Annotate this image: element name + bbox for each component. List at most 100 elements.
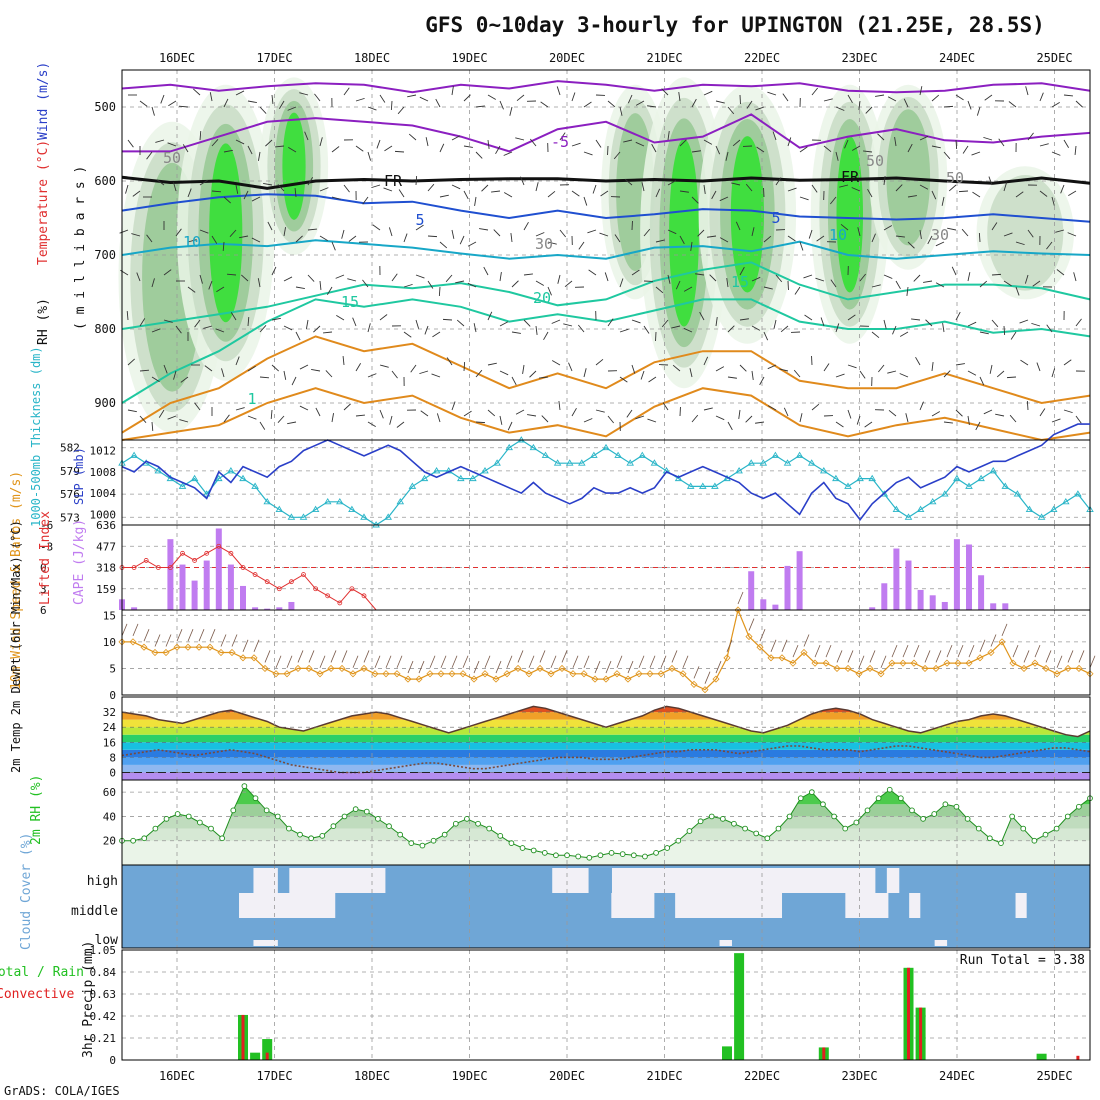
thickness-point xyxy=(928,497,937,505)
pressure-tick-label: 800 xyxy=(94,322,116,336)
wind-barb xyxy=(1051,418,1061,423)
thickness-point xyxy=(1049,505,1058,512)
wind-barb xyxy=(278,100,285,109)
rh-point xyxy=(163,816,170,822)
top-date-label: 20DEC xyxy=(549,51,585,65)
rh-point xyxy=(820,801,826,808)
surface-wind-barb xyxy=(198,629,205,642)
wind-barb xyxy=(998,138,1005,147)
wind-barb xyxy=(425,137,429,147)
wind-barb xyxy=(424,325,429,335)
wind-barb xyxy=(751,325,761,331)
wind-speed-point xyxy=(1053,670,1061,678)
wind-barb xyxy=(119,229,129,234)
li-point xyxy=(240,565,246,570)
wind-barb xyxy=(319,187,329,192)
cape-bar xyxy=(784,565,791,610)
cloud-cell xyxy=(760,893,772,918)
wind-barb xyxy=(894,137,897,147)
rh-point xyxy=(297,831,303,838)
wind-speed-point xyxy=(690,680,698,688)
wind-barb xyxy=(587,229,597,234)
rh-point xyxy=(1053,825,1060,832)
wind-barb xyxy=(847,409,852,419)
wind-barb xyxy=(631,364,636,374)
wind-barb xyxy=(772,131,777,141)
wind-barb xyxy=(168,100,177,107)
wind-barb xyxy=(451,184,461,190)
contour-label: 15 xyxy=(341,293,359,311)
wind-barb xyxy=(767,364,777,370)
li-point xyxy=(337,600,343,606)
surface-wind-barb xyxy=(308,650,315,663)
cloud-cell xyxy=(803,868,816,893)
wind-barb xyxy=(499,415,503,425)
wind-speed-point xyxy=(833,664,841,673)
wind-speed-point xyxy=(393,670,401,678)
wind-barb xyxy=(823,98,833,102)
surface-wind-barb xyxy=(704,671,711,684)
wind-barb xyxy=(745,415,753,423)
precip-tick-label: 0.84 xyxy=(90,966,117,979)
wind-speed-point xyxy=(756,643,764,651)
wind-barb xyxy=(511,376,517,386)
wind-speed-point xyxy=(426,670,434,678)
wind-barb xyxy=(432,331,441,338)
wind-barb xyxy=(355,145,364,152)
wind-barb xyxy=(703,184,706,194)
wind-barb xyxy=(362,196,369,205)
wind-barb xyxy=(221,368,225,378)
wind-barb xyxy=(199,130,202,141)
wind-barb xyxy=(271,364,279,372)
contour-label: 30 xyxy=(535,235,553,253)
wind-speed-point xyxy=(921,664,929,673)
temp-tick-label: 8 xyxy=(109,751,116,764)
wind-barb xyxy=(203,325,213,329)
cloud-cell xyxy=(611,868,625,893)
wind-barb xyxy=(583,196,588,206)
thickness-point xyxy=(747,459,755,466)
wind-barb xyxy=(823,145,832,153)
top-date-labels: 16DEC 17DEC 18DEC 19DEC 20DEC 21DEC 22DEC 23DEC… xyxy=(159,51,1073,65)
wind-barb xyxy=(571,92,576,102)
li-tick-label: 3 xyxy=(40,583,47,596)
wind-speed-point xyxy=(470,675,478,683)
wind-barb xyxy=(132,190,141,197)
contour-label: -5 xyxy=(551,133,569,151)
wind-barb xyxy=(379,409,384,419)
contour-label: 20 xyxy=(533,289,551,307)
wind-barb xyxy=(955,363,965,366)
isotherm-line xyxy=(122,113,1091,153)
wind-speed-point xyxy=(679,670,687,678)
wind-barb xyxy=(540,101,549,108)
cape-bar xyxy=(252,607,259,610)
wind-barb xyxy=(463,94,471,102)
surface-wind-barb xyxy=(495,660,502,674)
wind-barb xyxy=(251,237,261,243)
surface-wind-barb xyxy=(264,650,271,663)
wind-barb xyxy=(903,98,909,108)
wind-barb xyxy=(1015,191,1024,198)
wind-barb xyxy=(160,94,165,104)
thickness-line xyxy=(121,439,1091,526)
wind-barb xyxy=(667,274,671,284)
surface-wind-barb xyxy=(638,655,645,668)
thickness-point xyxy=(1013,490,1022,497)
thickness-point xyxy=(638,451,647,458)
thickness-point xyxy=(408,482,417,489)
contour-label: 5 xyxy=(415,211,424,229)
wind-barb xyxy=(793,369,801,378)
wind-speed-point xyxy=(206,643,214,651)
thickness-point xyxy=(807,459,816,466)
surface-wind-barb xyxy=(858,655,865,668)
wind-barb xyxy=(179,419,189,423)
thickness-point xyxy=(1037,513,1046,520)
cloud-cell xyxy=(249,893,261,918)
rh-point xyxy=(742,825,748,832)
wind-barb xyxy=(835,151,839,161)
wind-speed-point xyxy=(382,670,390,678)
cloud-cell xyxy=(839,868,852,893)
wind-barb xyxy=(683,327,693,333)
wind-barb xyxy=(943,421,953,424)
rh-point xyxy=(564,852,570,859)
